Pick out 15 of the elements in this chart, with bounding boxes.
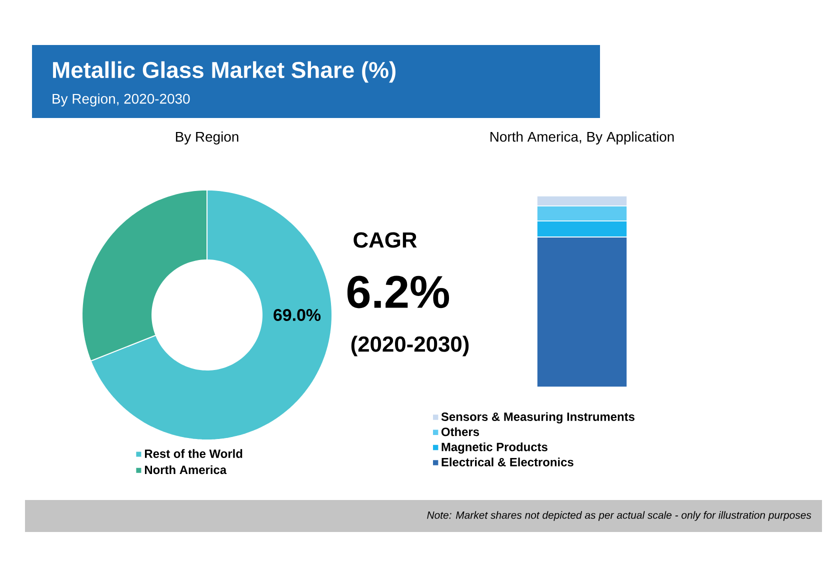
- chart-title: North America, By Application: [490, 131, 674, 144]
- text: Metallic Glass Market Share (%): [53, 61, 396, 83]
- chart-title: By Region: [176, 131, 238, 144]
- legend-label: North America: [144, 465, 227, 474]
- legend-label: Electrical & Electronics: [442, 458, 574, 466]
- text: Note: Market shares not depicted as per actual scale - only for illustration purposes: [427, 511, 812, 521]
- legend-label: Rest of the World: [144, 449, 242, 458]
- legend-label: Sensors & Measuring Instruments: [441, 412, 634, 424]
- legend-label: Magnetic Products: [442, 442, 548, 454]
- text: CAGR: [354, 232, 417, 248]
- data-label: 69.0%: [274, 308, 321, 321]
- legend-label: Others: [441, 427, 480, 436]
- text: By Region, 2020-2030: [52, 93, 190, 106]
- text: (2020-2030): [351, 336, 469, 356]
- text: 6.2%: [347, 276, 450, 308]
